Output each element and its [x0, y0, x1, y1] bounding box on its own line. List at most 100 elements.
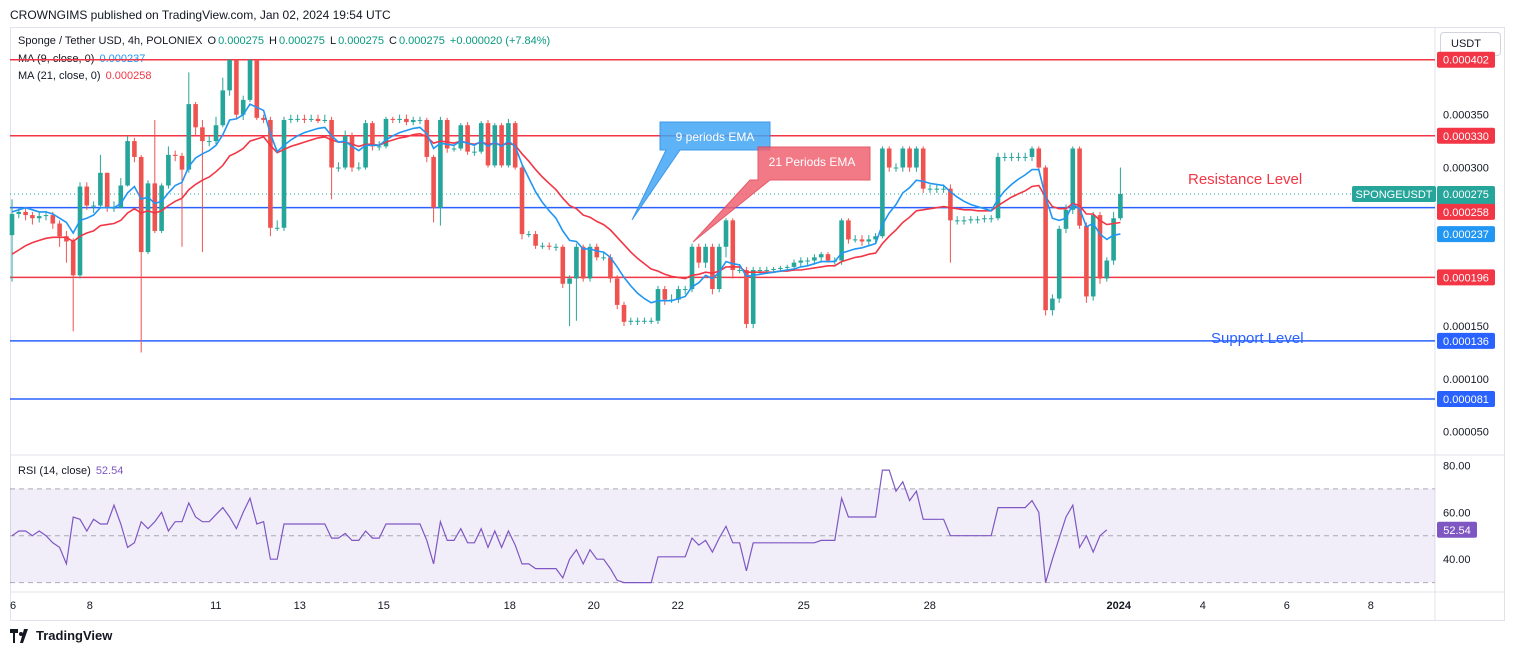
ma21-value: 0.000258: [105, 70, 152, 82]
candle-body: [444, 119, 450, 149]
candle-body: [798, 260, 804, 263]
candle-body: [587, 246, 593, 279]
candle-body: [43, 215, 49, 217]
candle-body: [553, 246, 559, 248]
level-price-label: 0.000081: [1443, 394, 1489, 406]
rsi-value-label: 52.54: [1443, 525, 1471, 537]
symbol-legend[interactable]: Sponge / Tether USD, 4h, POLONIEX O 0.000…: [18, 35, 552, 47]
candle-body: [560, 246, 566, 284]
candle-body: [784, 266, 790, 268]
candle-body: [132, 141, 137, 157]
time-tick-label: 6: [10, 600, 16, 612]
candle-body: [567, 278, 572, 284]
candle-body: [927, 188, 933, 190]
candle-body: [288, 118, 294, 120]
candle-body: [390, 118, 396, 120]
candle-body: [179, 155, 185, 170]
candle-body: [295, 118, 300, 120]
candle-body: [145, 183, 151, 253]
candle-body: [546, 245, 552, 247]
candle-body: [438, 119, 443, 208]
candle-body: [376, 146, 382, 148]
candle-body: [580, 246, 586, 279]
candle-body: [805, 260, 810, 262]
candle-body: [988, 218, 994, 220]
ema9-callout-bubble: [631, 121, 771, 221]
candle-body: [172, 154, 178, 156]
candle-body: [907, 148, 912, 168]
price-tick-label: 0.000050: [1443, 427, 1489, 439]
candle-body: [689, 246, 695, 290]
candle-body: [948, 188, 953, 221]
candle-body: [50, 215, 56, 224]
candle-body: [757, 270, 763, 272]
time-tick-label: 13: [294, 600, 306, 612]
candle-body: [200, 127, 205, 142]
candle-body: [1097, 215, 1103, 279]
candle-body: [682, 289, 688, 291]
candle-body: [383, 118, 389, 147]
candle-body: [1090, 215, 1096, 297]
candle-body: [519, 167, 525, 235]
candle-body: [635, 320, 640, 322]
price-tick-label: 0.000300: [1443, 163, 1489, 175]
time-tick-label: 28: [924, 600, 936, 612]
candle-body: [662, 289, 668, 300]
ma21-legend[interactable]: MA (21, close, 0) 0.000258: [18, 70, 154, 82]
ma21-line: [11, 132, 1121, 280]
candle-body: [1111, 218, 1116, 261]
support-level-label: Support Level: [1211, 330, 1304, 347]
rsi-legend[interactable]: RSI (14, close) 52.54: [18, 465, 125, 477]
candle-body: [744, 270, 749, 324]
candle-body: [1118, 193, 1123, 219]
time-tick-label: 4: [1200, 600, 1206, 612]
candle-body: [166, 154, 171, 186]
tradingview-footer[interactable]: TradingView: [10, 628, 112, 643]
candle-body: [64, 236, 69, 242]
symbol-name-badge: [1352, 185, 1436, 202]
candle-body: [642, 320, 647, 322]
candle-body: [322, 119, 328, 122]
ma-price-label: 0.000258: [1443, 207, 1489, 219]
candle-body: [213, 125, 219, 142]
time-tick-label: 2024: [1107, 600, 1132, 612]
candle-body: [621, 304, 627, 322]
ma21-label: MA (21, close, 0): [18, 70, 101, 82]
ohlc-h-label: H: [269, 35, 277, 47]
candle-body: [703, 246, 708, 263]
candle-body: [941, 188, 946, 190]
candle-body: [302, 118, 307, 120]
ema9-callout-text: 9 periods EMA: [676, 130, 755, 144]
price-tick-label: 0.000150: [1443, 321, 1489, 333]
time-tick-label: 6: [1284, 600, 1290, 612]
candle-body: [16, 211, 22, 215]
candle-body: [370, 123, 375, 147]
candle-body: [676, 289, 681, 300]
candle-body: [812, 257, 817, 261]
candle-body: [614, 278, 620, 305]
brand-name: TradingView: [36, 628, 113, 643]
ma-price-badge: [1437, 203, 1495, 220]
candle-body: [900, 148, 906, 168]
ema21-callout-text: 21 Periods EMA: [769, 155, 856, 169]
candle-body: [451, 148, 457, 150]
candle-body: [968, 219, 974, 221]
candle-body: [764, 270, 770, 272]
rsi-pane[interactable]: [10, 469, 1435, 584]
candle-body: [934, 188, 940, 190]
candle-body: [886, 148, 892, 168]
ohlc-open: 0.000275: [218, 35, 264, 47]
candle-body: [533, 234, 538, 246]
candle-body: [234, 59, 239, 115]
candle-body: [540, 245, 545, 247]
candle-body: [1050, 298, 1055, 311]
candle-body: [458, 125, 464, 149]
candle-body: [880, 148, 885, 237]
ohlc-o-label: O: [207, 35, 217, 47]
time-tick-label: 11: [210, 600, 221, 612]
candle-body: [859, 239, 865, 242]
last-price-label: 0.000275: [1443, 189, 1489, 201]
annotations: 9 periods EMA 21 Periods EMA Resistance Le…: [631, 121, 1304, 347]
price-pane[interactable]: [9, 58, 1435, 400]
